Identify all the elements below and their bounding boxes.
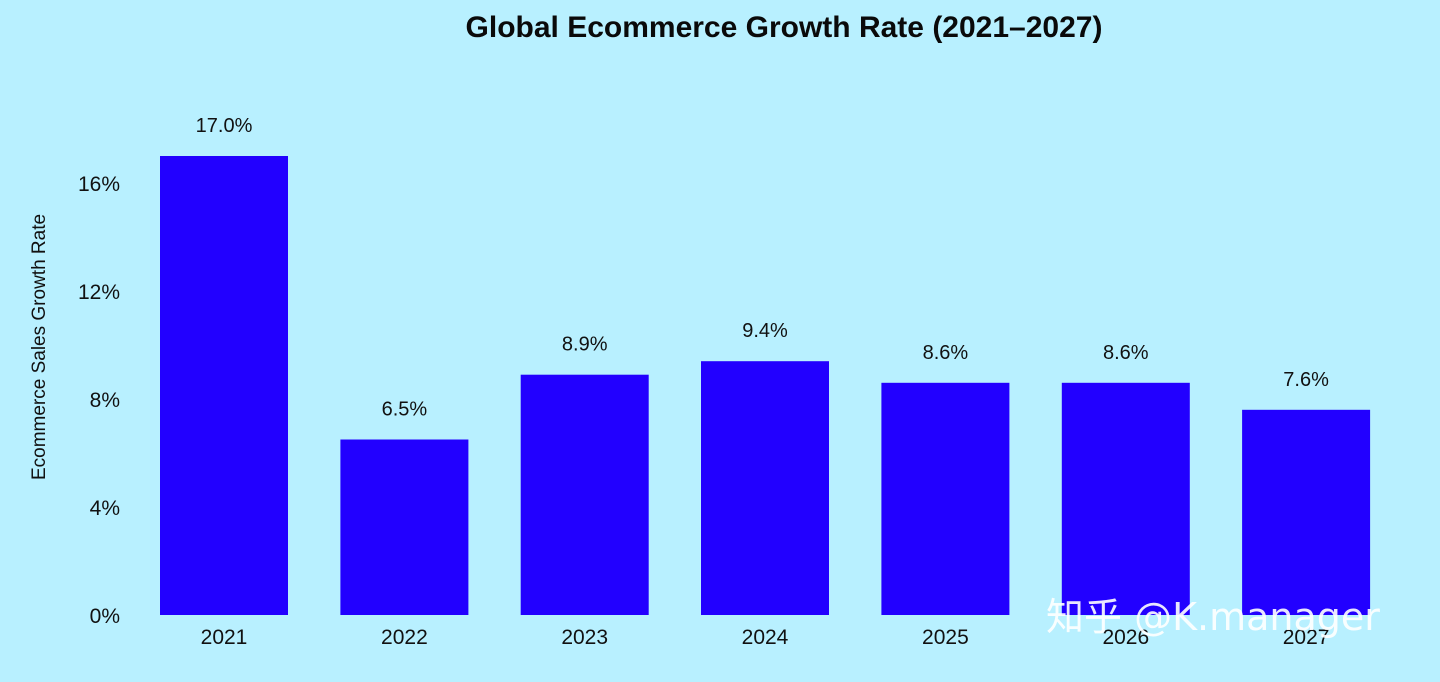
watermark-text: 知乎 @K.manager [1046, 595, 1380, 639]
x-tick-2022: 2022 [381, 626, 428, 649]
y-tick-12: 12% [78, 281, 120, 304]
bar-2024 [701, 361, 829, 615]
bar-2023 [520, 374, 649, 615]
bar-2027 [1242, 409, 1371, 615]
x-tick-2026: 2026 [1102, 626, 1149, 649]
bar-2022 [340, 439, 469, 615]
bars-group [160, 156, 1371, 615]
x-tick-2025: 2025 [922, 626, 969, 649]
x-tick-2021: 2021 [201, 626, 248, 649]
y-tick-8: 8% [90, 389, 120, 412]
bar-2026 [1061, 382, 1190, 615]
x-axis-ticks: 2021 2022 2023 2024 2025 2026 2027 [201, 626, 1330, 649]
data-label-2023: 8.9% [562, 334, 608, 356]
data-label-2027: 7.6% [1283, 369, 1329, 391]
y-axis-ticks: 0% 4% 8% 12% 16% [78, 173, 120, 628]
y-tick-0: 0% [90, 605, 120, 628]
data-label-2024: 9.4% [742, 320, 788, 342]
x-tick-2023: 2023 [561, 626, 608, 649]
y-axis-label: Ecommerce Sales Growth Rate [29, 214, 50, 480]
bar-2021 [160, 156, 288, 615]
chart-title: Global Ecommerce Growth Rate (2021–2027) [466, 11, 1103, 44]
bar-2025 [881, 382, 1010, 615]
data-label-2025: 8.6% [923, 342, 969, 364]
y-tick-4: 4% [90, 497, 120, 520]
x-tick-2027: 2027 [1283, 626, 1330, 649]
x-tick-2024: 2024 [742, 626, 789, 649]
data-label-2021: 17.0% [196, 115, 253, 137]
data-label-2026: 8.6% [1103, 342, 1149, 364]
data-labels-group: 17.0% 6.5% 8.9% 9.4% 8.6% 8.6% 7.6% [196, 115, 1329, 421]
y-tick-16: 16% [78, 173, 120, 196]
data-label-2022: 6.5% [382, 399, 428, 421]
